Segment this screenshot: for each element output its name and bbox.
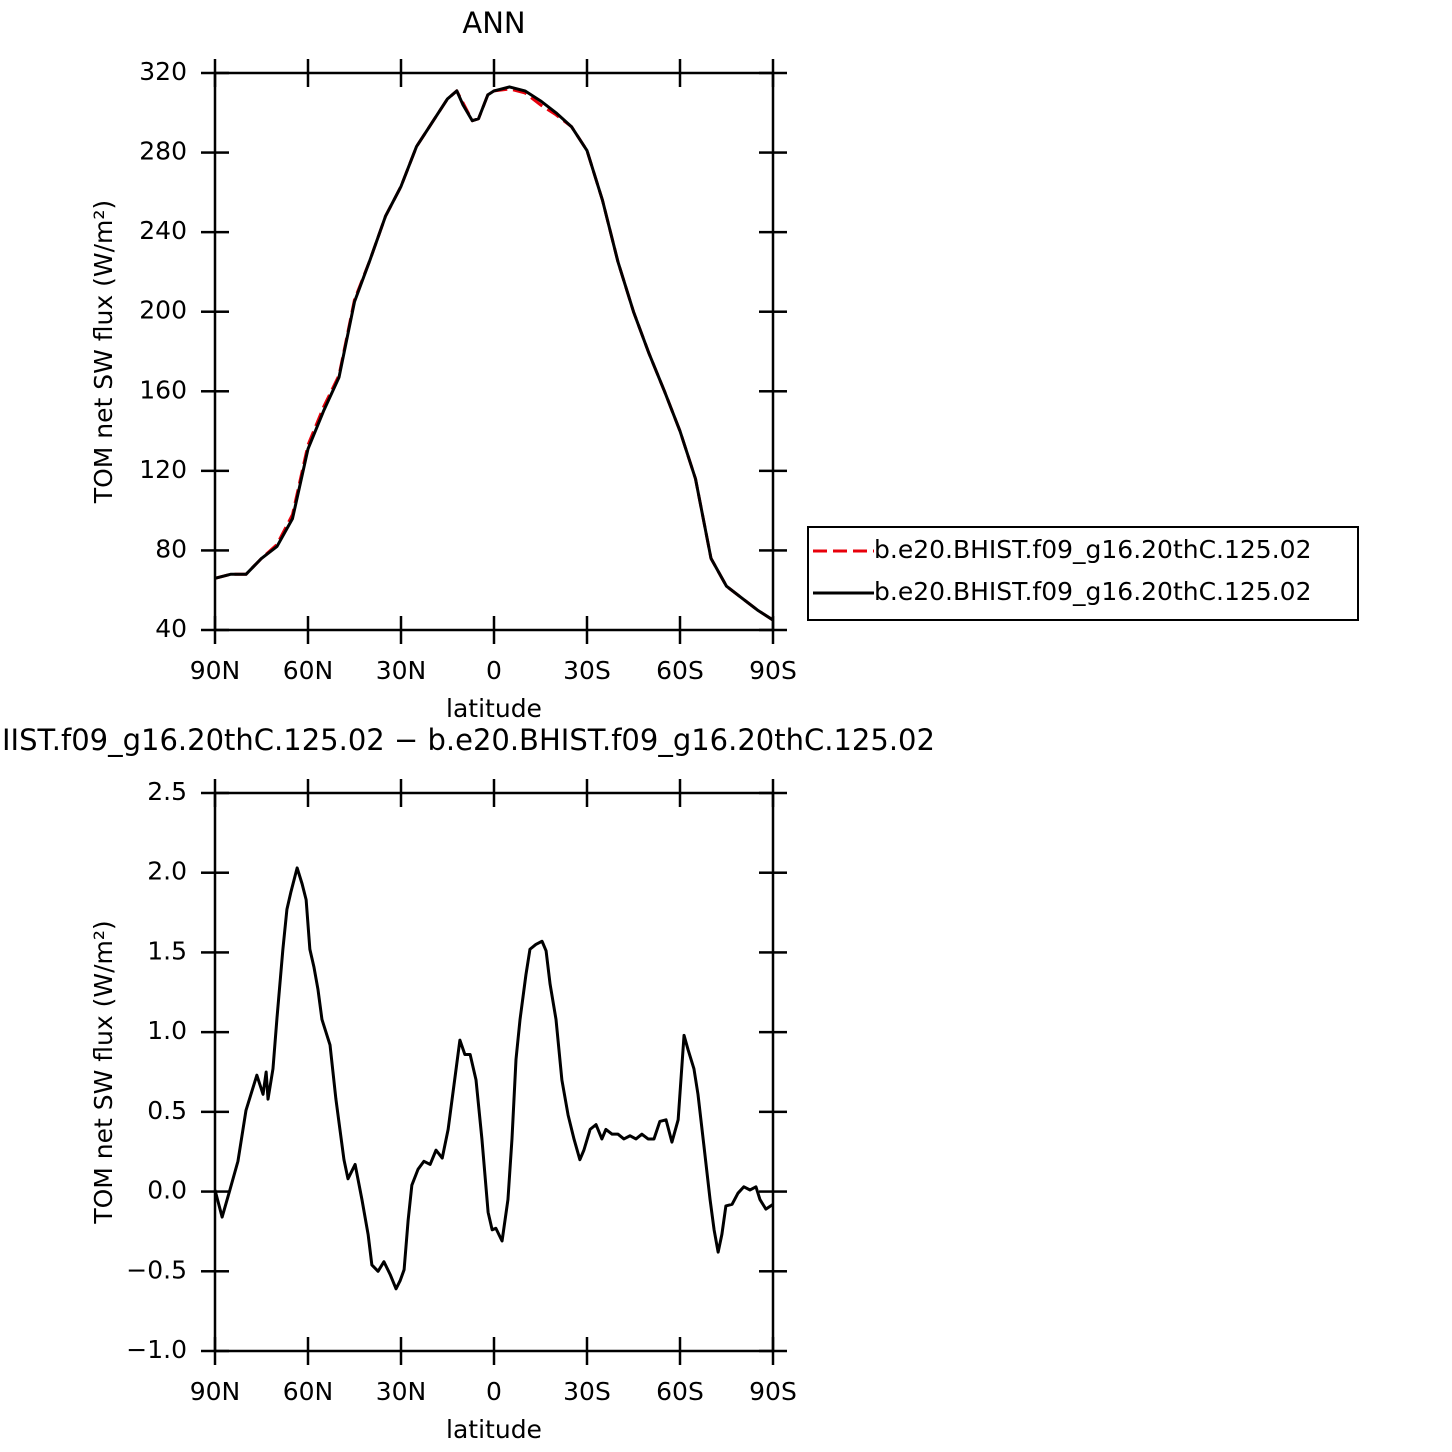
x-axis-label: latitude [446, 694, 542, 723]
x-tick-label: 30S [563, 656, 611, 685]
plot-frame [213, 71, 775, 632]
x-tick-label: 0 [486, 1377, 502, 1406]
data-line [214, 87, 774, 622]
x-tick-label: 60N [283, 656, 334, 685]
x-tick-label: 90S [749, 656, 797, 685]
legend-label: b.e20.BHIST.f09_g16.20thC.125.02 [874, 535, 1311, 564]
x-tick-label: 60N [283, 1377, 334, 1406]
y-tick-label: 0.0 [147, 1176, 187, 1205]
x-tick-label: 60S [656, 656, 704, 685]
data-line [213, 866, 774, 1291]
y-tick-label: 2.0 [147, 857, 187, 886]
y-axis-label: TOM net SW flux (W/m²) [89, 920, 118, 1224]
legend-box [807, 526, 1359, 621]
y-tick-label: 200 [139, 296, 187, 325]
y-tick-label: 40 [155, 614, 187, 643]
x-tick-label: 30N [376, 656, 427, 685]
plot-frame [213, 791, 775, 1353]
y-tick-label: 1.5 [147, 936, 187, 965]
y-tick-label: 0.5 [147, 1096, 187, 1125]
x-tick-label: 0 [486, 656, 502, 685]
y-tick-label: 80 [155, 534, 187, 563]
x-tick-label: 30S [563, 1377, 611, 1406]
y-tick-label: 120 [139, 455, 187, 484]
y-tick-label: 320 [139, 57, 187, 86]
x-axis-label: latitude [446, 1415, 542, 1444]
x-tick-label: 90S [749, 1377, 797, 1406]
y-tick-label: 240 [139, 216, 187, 245]
chart-title: IIST.f09_g16.20thC.125.02 − b.e20.BHIST.… [2, 723, 935, 757]
x-tick-label: 60S [656, 1377, 704, 1406]
x-tick-label: 30N [376, 1377, 427, 1406]
y-tick-label: 2.5 [147, 777, 187, 806]
y-tick-label: 160 [139, 375, 187, 404]
y-tick-label: −0.5 [126, 1255, 187, 1284]
legend-label: b.e20.BHIST.f09_g16.20thC.125.02 [874, 577, 1311, 606]
y-tick-label: 280 [139, 137, 187, 166]
data-line [214, 85, 774, 622]
y-tick-label: 1.0 [147, 1016, 187, 1045]
chart-title: ANN [462, 6, 525, 40]
y-tick-label: −1.0 [126, 1335, 187, 1364]
y-axis-label: TOM net SW flux (W/m²) [89, 200, 118, 504]
x-tick-label: 90N [190, 656, 241, 685]
x-tick-label: 90N [190, 1377, 241, 1406]
